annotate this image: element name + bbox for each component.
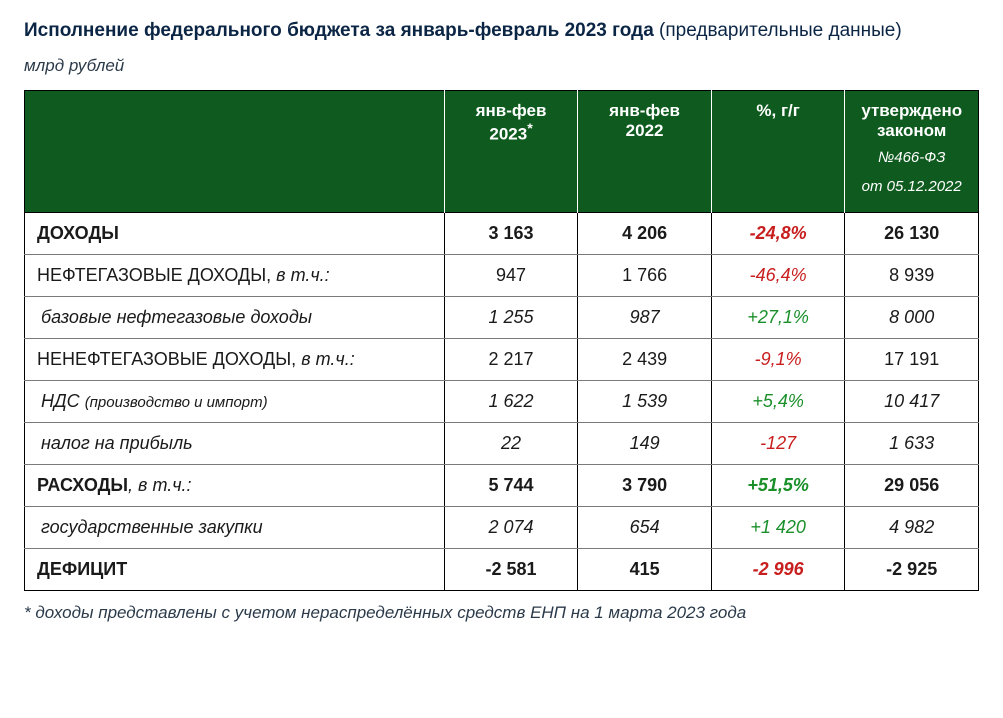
cell-value: 5 744	[444, 465, 578, 507]
cell-value: 3 790	[578, 465, 712, 507]
table-header: янв-фев 2023* янв-фев 2022 %, г/г утверж…	[25, 91, 979, 213]
cell-value: -2 581	[444, 549, 578, 591]
table-row: НЕНЕФТЕГАЗОВЫЕ ДОХОДЫ, в т.ч.:2 2172 439…	[25, 339, 979, 381]
cell-value: 1 766	[578, 255, 712, 297]
row-label: налог на прибыль	[25, 423, 445, 465]
table-row: НЕФТЕГАЗОВЫЕ ДОХОДЫ, в т.ч.:9471 766-46,…	[25, 255, 979, 297]
cell-value: -2 996	[711, 549, 845, 591]
page-title: Исполнение федерального бюджета за январ…	[24, 20, 979, 42]
cell-value: 947	[444, 255, 578, 297]
footnote: * доходы представлены с учетом нераспред…	[24, 603, 979, 623]
cell-value: 3 163	[444, 213, 578, 255]
cell-value: 10 417	[845, 381, 979, 423]
units-label: млрд рублей	[24, 56, 979, 76]
row-label: базовые нефтегазовые доходы	[25, 297, 445, 339]
cell-value: 2 439	[578, 339, 712, 381]
title-sub: (предварительные данные)	[659, 20, 902, 41]
row-label: РАСХОДЫ, в т.ч.:	[25, 465, 445, 507]
table-row: ДОХОДЫ3 1634 206-24,8%26 130	[25, 213, 979, 255]
cell-value: -9,1%	[711, 339, 845, 381]
cell-value: 8 939	[845, 255, 979, 297]
table-row: РАСХОДЫ, в т.ч.:5 7443 790+51,5%29 056	[25, 465, 979, 507]
cell-value: 8 000	[845, 297, 979, 339]
cell-value: 1 622	[444, 381, 578, 423]
cell-value: 2 217	[444, 339, 578, 381]
cell-value: 17 191	[845, 339, 979, 381]
cell-value: -24,8%	[711, 213, 845, 255]
col-header-pct: %, г/г	[711, 91, 845, 213]
cell-value: -2 925	[845, 549, 979, 591]
col-header-empty	[25, 91, 445, 213]
cell-value: 1 255	[444, 297, 578, 339]
row-label: государственные закупки	[25, 507, 445, 549]
row-label: НЕНЕФТЕГАЗОВЫЕ ДОХОДЫ, в т.ч.:	[25, 339, 445, 381]
col-header-law: утверждено законом №466-ФЗ от 05.12.2022	[845, 91, 979, 213]
row-label: НДС (производство и импорт)	[25, 381, 445, 423]
cell-value: 1 633	[845, 423, 979, 465]
cell-value: 149	[578, 423, 712, 465]
cell-value: 26 130	[845, 213, 979, 255]
cell-value: 22	[444, 423, 578, 465]
table-row: базовые нефтегазовые доходы1 255987+27,1…	[25, 297, 979, 339]
col-header-2023: янв-фев 2023*	[444, 91, 578, 213]
cell-value: +5,4%	[711, 381, 845, 423]
cell-value: +51,5%	[711, 465, 845, 507]
cell-value: 4 206	[578, 213, 712, 255]
row-label: НЕФТЕГАЗОВЫЕ ДОХОДЫ, в т.ч.:	[25, 255, 445, 297]
cell-value: +27,1%	[711, 297, 845, 339]
table-row: налог на прибыль22149-1271 633	[25, 423, 979, 465]
cell-value: -127	[711, 423, 845, 465]
cell-value: 987	[578, 297, 712, 339]
cell-value: 29 056	[845, 465, 979, 507]
cell-value: 415	[578, 549, 712, 591]
cell-value: 654	[578, 507, 712, 549]
cell-value: 2 074	[444, 507, 578, 549]
budget-table: янв-фев 2023* янв-фев 2022 %, г/г утверж…	[24, 90, 979, 591]
col-header-2022: янв-фев 2022	[578, 91, 712, 213]
table-row: ДЕФИЦИТ-2 581415-2 996-2 925	[25, 549, 979, 591]
table-row: НДС (производство и импорт)1 6221 539+5,…	[25, 381, 979, 423]
title-main: Исполнение федерального бюджета за январ…	[24, 20, 654, 41]
table-row: государственные закупки2 074654+1 4204 9…	[25, 507, 979, 549]
cell-value: -46,4%	[711, 255, 845, 297]
row-label: ДОХОДЫ	[25, 213, 445, 255]
cell-value: 1 539	[578, 381, 712, 423]
row-label: ДЕФИЦИТ	[25, 549, 445, 591]
table-body: ДОХОДЫ3 1634 206-24,8%26 130НЕФТЕГАЗОВЫЕ…	[25, 213, 979, 591]
cell-value: +1 420	[711, 507, 845, 549]
cell-value: 4 982	[845, 507, 979, 549]
